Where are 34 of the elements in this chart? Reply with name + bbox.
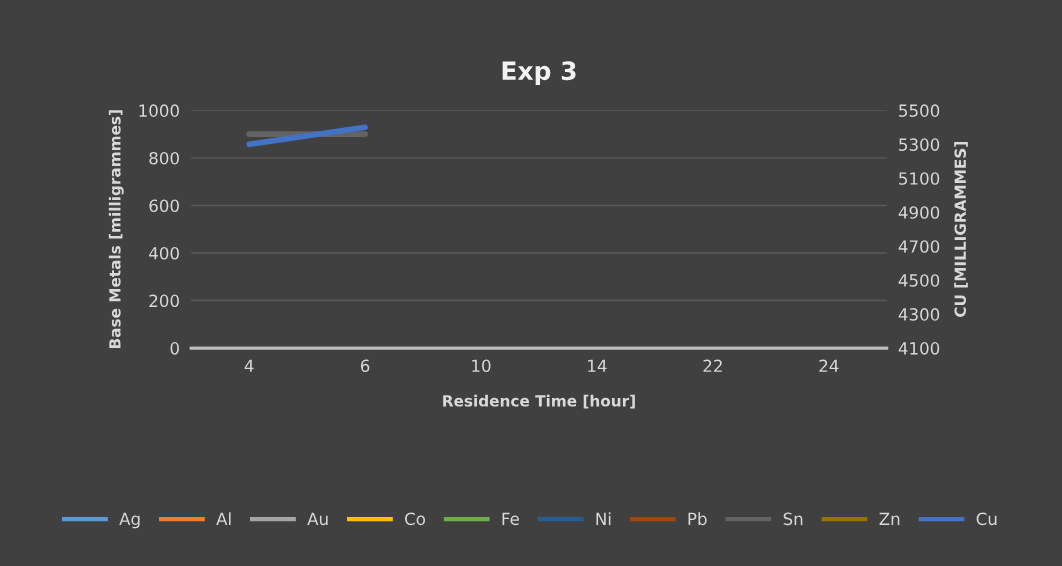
x-axis-title: Residence Time [hour]	[443, 394, 635, 409]
y2-tick-label: 4900	[898, 206, 940, 219]
x-tick-label: 6	[360, 359, 370, 373]
y-tick-label: 0	[170, 342, 179, 355]
y2-tick-label: 5500	[899, 104, 940, 117]
y-tick-label: 600	[149, 199, 179, 213]
legend-label: Ag	[119, 512, 140, 529]
y2-tick-label: 4100	[898, 342, 940, 355]
x-tick-label: 14	[588, 359, 607, 372]
x-tick-label: 4	[244, 359, 254, 372]
legend-label: Cu	[976, 512, 997, 526]
y2-tick-label: 5300	[899, 138, 940, 151]
legend-label: Sn	[783, 512, 803, 526]
y-tick-label: 1000	[139, 104, 179, 117]
y2-tick-label: 4500	[898, 274, 940, 287]
legend-label: Co	[405, 512, 426, 526]
x-tick-label: 10	[472, 359, 491, 373]
legend-label: Zn	[879, 512, 900, 525]
x-tick-label: 22	[703, 359, 722, 372]
y-tick-label: 400	[149, 246, 179, 260]
legend-label: Au	[307, 512, 328, 526]
legend-label: Al	[216, 512, 231, 525]
legend-label: Pb	[688, 512, 707, 526]
y-axis-title: Base Metals [milligrammes]	[108, 110, 124, 349]
y2-tick-label: 5100	[899, 172, 940, 185]
chart-title: Exp 3	[502, 61, 576, 86]
legend-label: Fe	[502, 512, 519, 526]
y2-tick-label: 4700	[898, 240, 940, 253]
y2-tick-label: 4300	[898, 308, 940, 321]
legend-label: Ni	[596, 512, 611, 525]
y2-axis-title: CU [MILLIGRAMMES]	[954, 142, 968, 317]
y-tick-label: 800	[149, 151, 179, 165]
x-tick-label: 24	[819, 359, 839, 372]
y-tick-label: 200	[149, 294, 179, 308]
